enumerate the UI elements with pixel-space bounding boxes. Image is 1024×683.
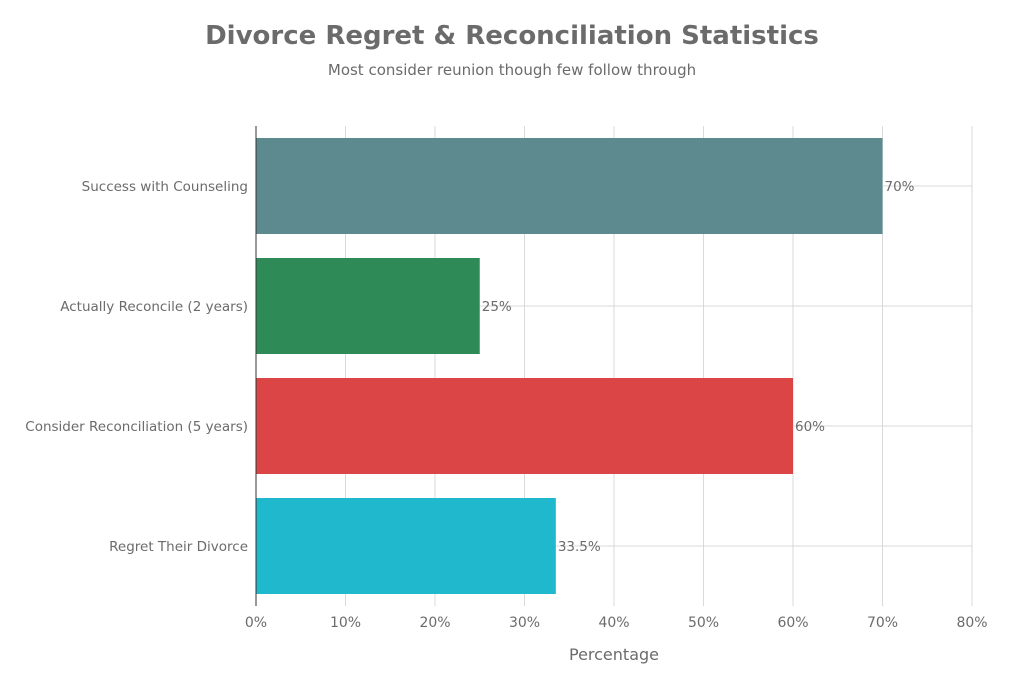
bar-value-label: 25% <box>482 299 512 315</box>
bars <box>256 138 883 594</box>
labels: 0% 10% 20% 30% 40% 50% 60% 70% 80% Success with C… <box>25 179 987 631</box>
x-tick-label: 20% <box>419 615 450 631</box>
chart-subtitle: Most consider reunion though few follow … <box>328 61 696 79</box>
x-tick-label: 50% <box>688 615 719 631</box>
chart-title: Divorce Regret & Reconciliation Statisti… <box>205 21 819 51</box>
bar <box>256 138 883 234</box>
bar-value-label: 70% <box>885 179 915 195</box>
x-tick-label: 0% <box>245 615 267 631</box>
bar-value-label: 33.5% <box>558 539 601 555</box>
x-tick-label: 40% <box>598 615 629 631</box>
bar <box>256 378 793 474</box>
y-category-label: Success with Counseling <box>82 179 248 195</box>
x-tick-label: 30% <box>509 615 540 631</box>
x-tick-label: 10% <box>330 615 361 631</box>
x-tick-label: 60% <box>777 615 808 631</box>
x-tick-label: 80% <box>956 615 987 631</box>
y-category-label: Regret Their Divorce <box>109 539 248 555</box>
bar <box>256 258 480 354</box>
y-category-label: Consider Reconciliation (5 years) <box>25 419 248 435</box>
y-category-label: Actually Reconcile (2 years) <box>60 299 248 315</box>
x-axis-title: Percentage <box>569 645 659 664</box>
bar-value-label: 60% <box>795 419 825 435</box>
x-tick-label: 70% <box>867 615 898 631</box>
bar <box>256 498 556 594</box>
